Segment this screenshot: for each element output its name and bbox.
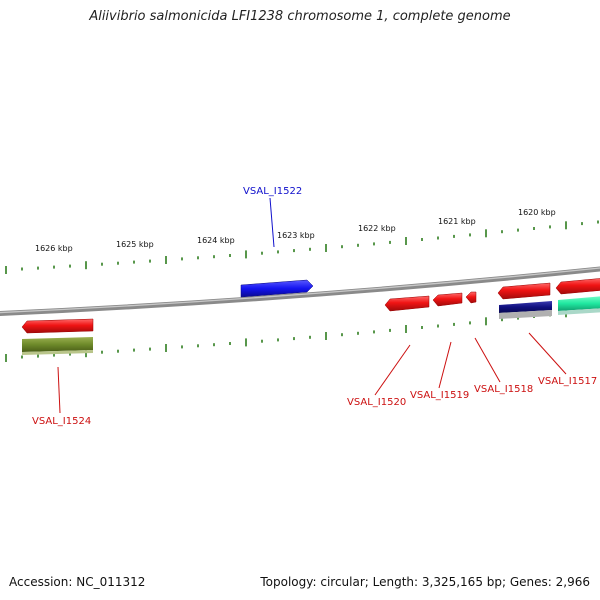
ruler-label-1626: 1626 kbp [35, 244, 73, 253]
leader-line-vsal-i1520 [374, 344, 411, 396]
feature-navy-vsal-i1517[interactable] [499, 301, 552, 319]
gene-label-vsal-i1524[interactable]: VSAL_I1524 [32, 416, 91, 427]
gene-label-vsal-i1522[interactable]: VSAL_I1522 [243, 186, 302, 197]
chromosome-backbone-highlight [0, 267, 600, 314]
leader-line-vsal-i1524 [57, 366, 61, 414]
map-title: Aliivibrio salmonicida LFI1238 chromosom… [89, 9, 511, 24]
gene-label-vsal-i1519[interactable]: VSAL_I1519 [410, 390, 469, 401]
gene-partial-right[interactable] [555, 278, 600, 295]
gene-vsal-i1519[interactable] [432, 292, 463, 307]
feature-olive-vsal-i1524[interactable] [22, 337, 93, 355]
ruler-label-1624: 1624 kbp [197, 236, 235, 245]
ruler-label-1625: 1625 kbp [116, 240, 154, 249]
ruler-label-1620: 1620 kbp [518, 208, 556, 217]
ruler-label-1621: 1621 kbp [438, 217, 476, 226]
gene-vsal-i1524[interactable] [21, 318, 94, 334]
gene-label-vsal-i1520[interactable]: VSAL_I1520 [347, 397, 406, 408]
ruler-label-1622: 1622 kbp [358, 224, 396, 233]
gene-vsal-i1517[interactable] [497, 282, 551, 300]
chromosome-backbone [0, 266, 600, 317]
ruler-label-1623: 1623 kbp [277, 231, 315, 240]
gene-vsal-i1522[interactable] [240, 279, 314, 298]
upper-tick-ruler [5, 220, 599, 274]
leader-line-vsal-i1522 [269, 197, 275, 248]
accession-text: Accession: NC_011312 [9, 575, 146, 589]
gene-vsal-i1520[interactable] [384, 295, 430, 312]
gene-label-vsal-i1517[interactable]: VSAL_I1517 [538, 376, 597, 387]
genome-summary-text: Topology: circular; Length: 3,325,165 bp… [260, 575, 590, 589]
leader-line-vsal-i1517 [528, 332, 567, 375]
gene-label-vsal-i1518[interactable]: VSAL_I1518 [474, 384, 533, 395]
gene-vsal-i1518[interactable] [465, 291, 477, 304]
leader-line-vsal-i1518 [474, 337, 501, 383]
feature-teal-right[interactable] [558, 296, 600, 315]
leader-line-vsal-i1519 [438, 341, 452, 389]
